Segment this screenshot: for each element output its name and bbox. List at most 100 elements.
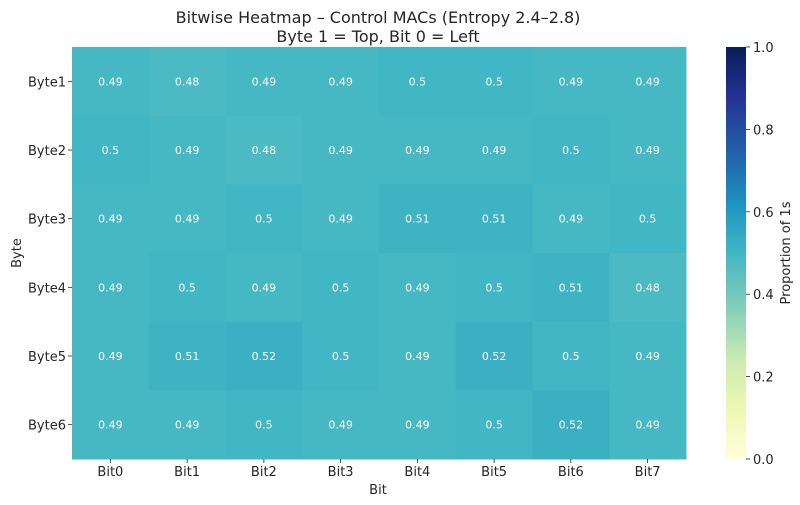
heatmap-cell	[148, 115, 226, 185]
cell-value-label: 0.49	[175, 144, 200, 157]
heatmap-cell	[302, 253, 380, 323]
heatmap-cell	[225, 115, 303, 185]
colorbar-tick-label: 0.0	[753, 453, 774, 468]
heatmap-cell	[148, 321, 226, 391]
colorbar-tick-label: 0.4	[753, 288, 774, 303]
colorbar-ticks: 0.0 0.2 0.4 0.6 0.8 1.0	[746, 41, 774, 468]
heatmap-cell	[302, 47, 380, 117]
cell-value-label: 0.5	[102, 144, 120, 157]
heatmap-cell	[532, 253, 610, 323]
cell-value-label: 0.49	[175, 213, 200, 226]
x-tick-labels: Bit0 Bit1 Bit2 Bit3 Bit4 Bit5 Bit6 Bit7	[97, 459, 661, 480]
y-axis-label: Byte	[10, 238, 25, 268]
cell-value-label: 0.48	[175, 75, 200, 88]
y-tick-labels: Byte1 Byte2 Byte3 Byte4 Byte5 Byte6	[28, 75, 72, 434]
heatmap-cell	[532, 321, 610, 391]
cell-value-label: 0.49	[559, 75, 584, 88]
heatmap-cell	[532, 184, 610, 254]
heatmap-cell	[72, 47, 150, 117]
heatmap-cell	[609, 115, 687, 185]
heatmap-cell	[148, 47, 226, 117]
heatmap-cell	[455, 253, 533, 323]
cell-value-label: 0.49	[328, 213, 353, 226]
x-tick-label: Bit7	[635, 465, 661, 480]
colorbar-tick-label: 1.0	[753, 41, 774, 56]
x-tick-label: Bit2	[251, 465, 277, 480]
colorbar-tick-label: 0.2	[753, 371, 774, 386]
heatmap-cell	[72, 390, 150, 460]
heatmap-cell	[225, 390, 303, 460]
heatmap-cell	[302, 184, 380, 254]
heatmap-cell	[379, 115, 457, 185]
cell-value-label: 0.5	[562, 144, 580, 157]
heatmap-cell	[302, 390, 380, 460]
heatmap-cell	[302, 115, 380, 185]
cell-value-label: 0.49	[635, 419, 660, 432]
x-tick-label: Bit0	[97, 465, 123, 480]
cell-value-label: 0.5	[332, 281, 350, 294]
y-tick-label: Byte5	[28, 350, 66, 365]
heatmap-cell	[225, 253, 303, 323]
cell-value-label: 0.49	[635, 75, 660, 88]
heatmap-cell	[225, 184, 303, 254]
heatmap-cell	[609, 184, 687, 254]
heatmap-cell	[532, 115, 610, 185]
heatmap-cell	[148, 390, 226, 460]
heatmap-cell	[379, 47, 457, 117]
cell-value-label: 0.5	[332, 350, 350, 363]
heatmap-cell	[72, 321, 150, 391]
cell-value-label: 0.5	[409, 75, 427, 88]
heatmap-cell	[379, 321, 457, 391]
cell-value-label: 0.49	[98, 419, 123, 432]
cell-value-label: 0.49	[405, 281, 430, 294]
cell-value-label: 0.51	[482, 213, 507, 226]
cell-value-label: 0.5	[255, 213, 273, 226]
heatmap-cell	[148, 184, 226, 254]
heatmap-cell	[379, 184, 457, 254]
heatmap-cell	[455, 47, 533, 117]
x-tick-label: Bit1	[174, 465, 200, 480]
colorbar-tick-label: 0.8	[753, 123, 774, 138]
heatmap-cells: 0.49 0.48 0.49 0.49 0.5 0.5 0.49 0.49 0.5 0.49 0.4…	[72, 47, 687, 460]
heatmap-cell	[609, 47, 687, 117]
heatmap-cell	[609, 321, 687, 391]
y-tick-label: Byte3	[28, 213, 66, 228]
cell-value-label: 0.49	[328, 419, 353, 432]
heatmap-cell	[455, 184, 533, 254]
cell-value-label: 0.49	[252, 75, 277, 88]
cell-value-label: 0.49	[405, 144, 430, 157]
cell-value-label: 0.49	[98, 75, 123, 88]
colorbar	[726, 47, 746, 459]
cell-value-label: 0.5	[485, 281, 503, 294]
cell-value-label: 0.49	[559, 213, 584, 226]
cell-value-label: 0.51	[405, 213, 430, 226]
heatmap-cell	[225, 321, 303, 391]
cell-value-label: 0.49	[252, 281, 277, 294]
heatmap-cell	[72, 115, 150, 185]
cell-value-label: 0.5	[639, 213, 657, 226]
cell-value-label: 0.49	[482, 144, 507, 157]
cell-value-label: 0.51	[559, 281, 584, 294]
cell-value-label: 0.49	[98, 350, 123, 363]
x-axis-label: Bit	[369, 483, 387, 498]
cell-value-label: 0.49	[635, 144, 660, 157]
cell-value-label: 0.51	[175, 350, 200, 363]
heatmap-cell	[609, 390, 687, 460]
cell-value-label: 0.49	[328, 144, 353, 157]
heatmap-cell	[148, 253, 226, 323]
cell-value-label: 0.49	[98, 213, 123, 226]
x-tick-label: Bit5	[481, 465, 507, 480]
heatmap-cell	[532, 47, 610, 117]
cell-value-label: 0.52	[559, 419, 584, 432]
cell-value-label: 0.49	[175, 419, 200, 432]
cell-value-label: 0.5	[485, 419, 503, 432]
heatmap-cell	[72, 184, 150, 254]
cell-value-label: 0.5	[255, 419, 273, 432]
heatmap-cell	[609, 253, 687, 323]
cell-value-label: 0.52	[252, 350, 277, 363]
cell-value-label: 0.48	[252, 144, 277, 157]
chart-title: Bitwise Heatmap – Control MACs (Entropy …	[176, 8, 581, 27]
cell-value-label: 0.48	[635, 281, 660, 294]
x-tick-label: Bit4	[404, 465, 430, 480]
